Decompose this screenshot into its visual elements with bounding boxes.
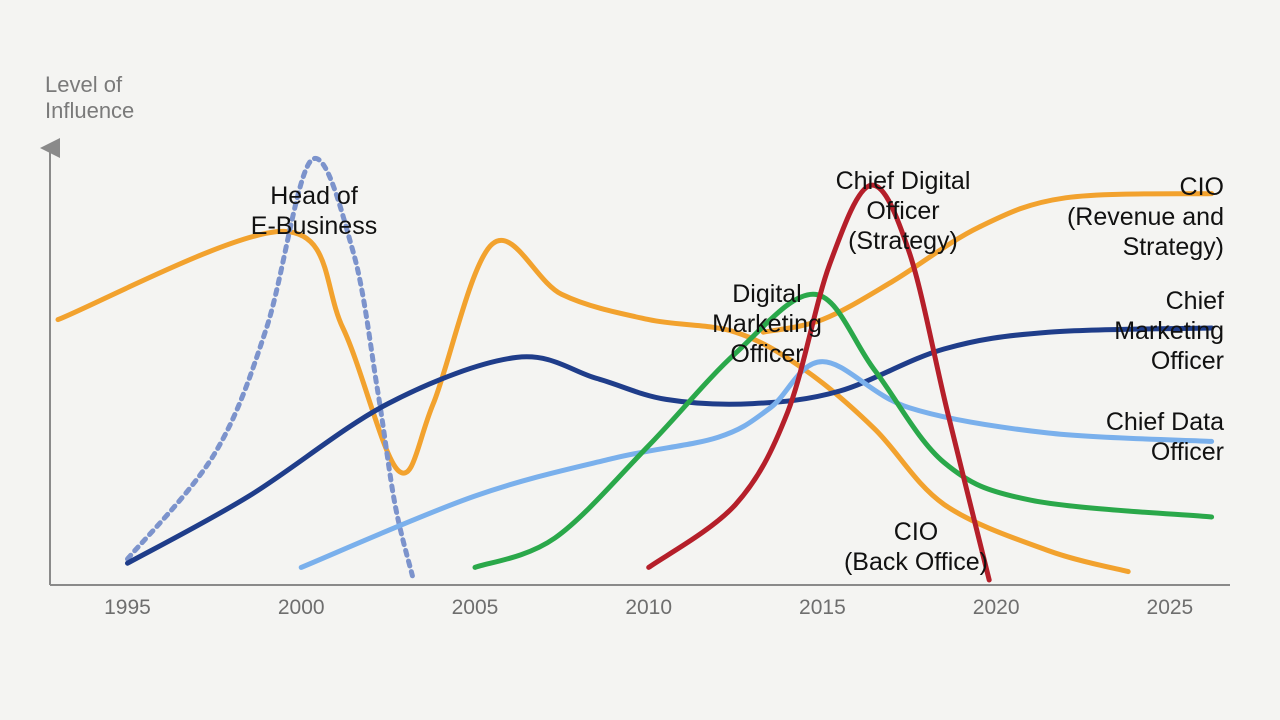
x-tick-label-1995: 1995 — [104, 596, 151, 619]
series-label-line: Officer — [1151, 347, 1224, 375]
series-label-line: Digital — [732, 280, 801, 308]
series-label-line: Chief — [1166, 287, 1224, 315]
x-tick-label-2000: 2000 — [278, 596, 325, 619]
series-label-line: (Back Office) — [844, 548, 988, 576]
series-line-chief-digital-officer — [646, 182, 992, 583]
series-label-line: Chief Data — [1106, 408, 1224, 436]
series-label-line: CIO — [1180, 173, 1224, 201]
x-tick-label-2015: 2015 — [799, 596, 846, 619]
series-label-line: (Revenue and — [1067, 203, 1224, 231]
series-label-line: E-Business — [251, 212, 377, 240]
x-tick-label-2005: 2005 — [452, 596, 499, 619]
y-axis-title-line-1: Level of — [45, 72, 123, 97]
series-line-head-of-e-business — [125, 155, 415, 579]
series-label-line: Officer — [1151, 438, 1224, 466]
series-label-line: Marketing — [1114, 317, 1224, 345]
series-label-head-of-e-business: Head ofE-Business — [251, 182, 377, 240]
series-label-line: CIO — [894, 518, 938, 546]
series-label-line: Officer — [730, 340, 803, 368]
series-line-chief-data-officer — [298, 359, 1215, 570]
x-tick-label-2020: 2020 — [973, 596, 1020, 619]
series-label-line: Officer — [866, 197, 939, 225]
series-label-cio-back-office: CIO(Back Office) — [844, 518, 988, 576]
series-label-line: Head of — [270, 182, 358, 210]
x-tick-label-2010: 2010 — [625, 596, 672, 619]
y-axis-title-line-2: Influence — [45, 98, 134, 123]
y-axis-title: Level of Influence — [45, 72, 134, 123]
series-lines — [55, 155, 1215, 583]
series-label-line: Strategy) — [1123, 233, 1224, 261]
series-line-cio-back-office — [55, 228, 1131, 575]
series-label-line: Chief Digital — [836, 167, 971, 195]
series-labels: CIO(Back Office)CIO(Revenue andStrategy)… — [251, 167, 1224, 576]
series-label-line: (Strategy) — [848, 227, 958, 255]
series-label-line: Marketing — [712, 310, 822, 338]
x-axis-ticks: 1995 2000 2005 2010 2015 2020 2025 — [104, 596, 1193, 619]
series-line-chief-marketing-officer — [125, 325, 1215, 566]
series-line-cio-revenue-strategy — [760, 191, 1215, 335]
x-tick-label-2025: 2025 — [1147, 596, 1194, 619]
series-line-digital-marketing-officer — [472, 291, 1215, 570]
